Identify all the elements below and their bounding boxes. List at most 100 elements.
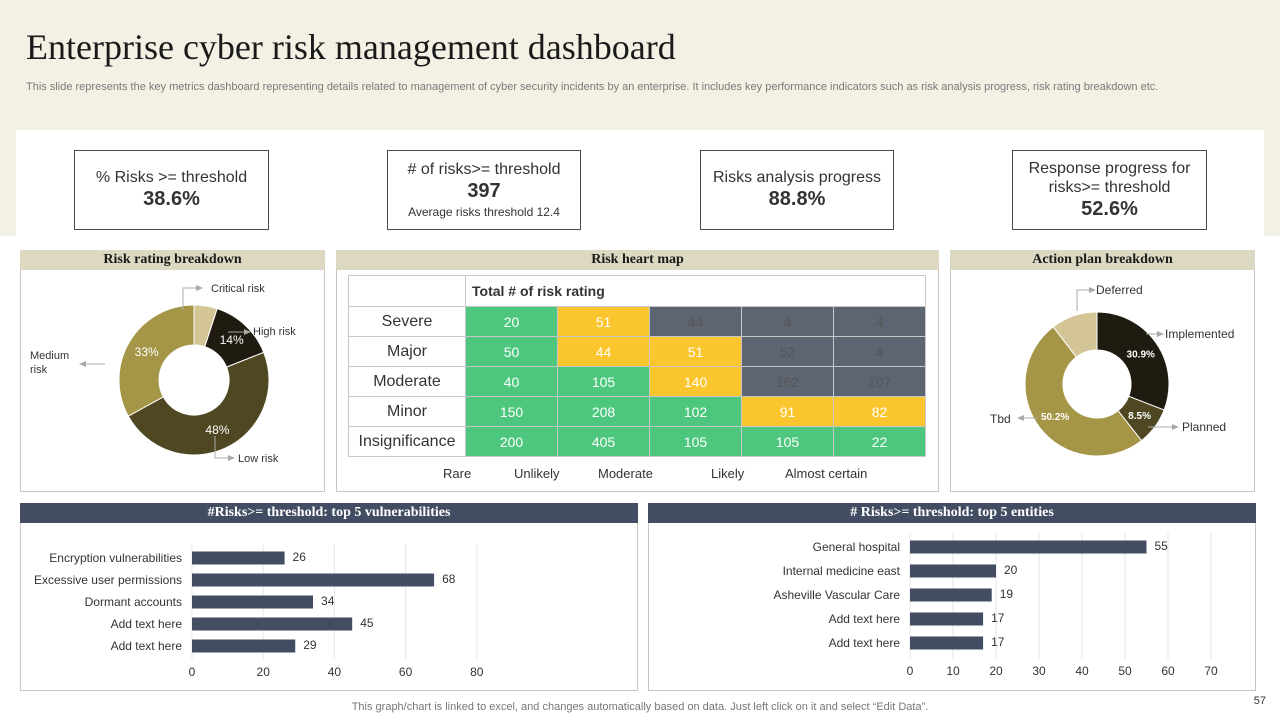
x-tick-label: 70: [1204, 664, 1218, 678]
kpi-label-line1: Response progress for: [1028, 159, 1191, 177]
bar-value-label: 20: [1004, 563, 1018, 577]
category-label: Excessive user permissions: [34, 573, 182, 587]
bar-dormant-accounts: [192, 595, 314, 609]
heat-col-label: Unlikely: [514, 466, 560, 481]
kpi-label: Risks analysis progress: [712, 169, 882, 186]
heat-cell: 22: [833, 426, 926, 457]
x-tick-label: 50: [1118, 664, 1132, 678]
category-label: Asheville Vascular Care: [774, 588, 901, 602]
category-label: Add text here: [829, 612, 901, 626]
heat-cell: 51: [557, 306, 650, 337]
kpi-value: 88.8%: [768, 188, 826, 210]
medium-risk-callout-line1: Medium: [30, 350, 69, 362]
vulnerabilities-header: #Risks>= threshold: top 5 vulnerabilitie…: [20, 503, 638, 523]
heat-header: Total # of risk rating: [465, 275, 926, 307]
bar-value-label: 17: [991, 611, 1005, 625]
heat-row-moderate: Moderate 40 105 140 162 107: [348, 366, 926, 397]
bar-general-hospital: [910, 540, 1147, 554]
donut-data-label: 48%: [205, 423, 229, 437]
kpi-value: 38.6%: [143, 188, 200, 210]
heat-cell: 105: [649, 426, 742, 457]
risk-rating-leader-lines: [84, 287, 246, 459]
category-label: Internal medicine east: [783, 564, 901, 578]
donut-slice-deferred: [1052, 311, 1098, 358]
risk-rating-donut-chart: 14% 48% 33% Critical risk High risk Low ri…: [30, 283, 296, 465]
entities-header: # Risks>= threshold: top 5 entities: [648, 503, 1256, 523]
footer-note: This graph/chart is linked to excel, and…: [351, 701, 929, 713]
heat-col-label: Moderate: [598, 466, 653, 481]
kpi-value: 52.6%: [1081, 197, 1138, 220]
risk-rating-arrowheads: [79, 285, 251, 461]
heat-row-label: Minor: [348, 396, 466, 427]
heat-row-insignificance: Insignificance 200 405 105 105 22: [348, 426, 926, 457]
bar-add-text-here: [910, 636, 984, 650]
donut-data-label: 33%: [135, 345, 159, 359]
heat-corner-cell: [348, 275, 466, 307]
x-tick-label: 20: [257, 665, 271, 679]
heat-cell: 40: [465, 366, 558, 397]
donut-data-label: 14%: [220, 333, 244, 347]
category-label: General hospital: [813, 540, 900, 554]
x-tick-label: 0: [907, 664, 914, 678]
heat-cell: 82: [833, 396, 926, 427]
kpi-risks-threshold-count: # of risks>= threshold 397 Average risks…: [387, 150, 581, 230]
kpi-label: % Risks >= threshold: [95, 169, 248, 186]
bar-add-text-here: [910, 612, 984, 626]
medium-risk-callout-line2: risk: [30, 364, 48, 376]
x-tick-label: 60: [1161, 664, 1175, 678]
heat-cell: 405: [557, 426, 650, 457]
risk-rating-slices: 14% 48% 33%: [118, 304, 270, 456]
heat-col-label: Almost certain: [785, 466, 868, 481]
heat-row-label: Insignificance: [348, 426, 466, 457]
category-label: Dormant accounts: [85, 595, 182, 609]
heat-cell: 51: [649, 336, 742, 367]
bar-value-label: 26: [293, 550, 307, 564]
bar-value-label: 55: [1155, 539, 1169, 553]
bar-value-label: 29: [303, 638, 317, 652]
action-plan-header: Action plan breakdown: [950, 250, 1255, 270]
planned-callout: Planned: [1182, 420, 1226, 434]
heat-cell: 4: [833, 306, 926, 337]
x-tick-label: 20: [989, 664, 1003, 678]
risk-heat-map-table: Total # of risk rating Severe 20 51 44 4…: [348, 275, 926, 457]
heat-row-minor: Minor 150 208 102 91 82: [348, 396, 926, 427]
heat-row-label: Major: [348, 336, 466, 367]
critical-risk-callout: Critical risk: [211, 283, 265, 295]
heat-map-header: Risk heart map: [336, 250, 939, 270]
critical-risk-leader: [182, 287, 198, 310]
tbd-callout: Tbd: [990, 412, 1011, 426]
x-tick-label: 10: [946, 664, 960, 678]
bar-value-label: 34: [321, 594, 335, 608]
kpi-sub-label: Average risks threshold 12.4: [408, 205, 560, 219]
heat-row-label: Moderate: [348, 366, 466, 397]
risk-rating-header: Risk rating breakdown: [20, 250, 325, 270]
heat-cell: 44: [649, 306, 742, 337]
heat-cell: 105: [741, 426, 834, 457]
category-label: Add text here: [111, 639, 183, 653]
vulnerabilities-panel: [20, 503, 638, 691]
heat-cell: 50: [465, 336, 558, 367]
x-tick-label: 0: [189, 665, 196, 679]
bar-add-text-here: [192, 639, 296, 653]
bar-encryption-vulnerabilities: [192, 551, 285, 565]
bar-value-label: 45: [360, 616, 374, 630]
heat-cell: 162: [741, 366, 834, 397]
donut-slice-medium-risk: [118, 304, 195, 417]
kpi-label-line2: risks>= threshold: [1048, 178, 1171, 196]
bar-add-text-here: [192, 617, 353, 631]
heat-row-severe: Severe 20 51 44 4 4: [348, 306, 926, 337]
action-plan-leader-lines: [1022, 289, 1174, 428]
heat-cell: 4: [741, 306, 834, 337]
deferred-callout: Deferred: [1096, 283, 1143, 297]
low-risk-callout: Low risk: [238, 453, 279, 465]
heat-cell: 208: [557, 396, 650, 427]
kpi-risks-threshold-pct: % Risks >= threshold 38.6%: [74, 150, 269, 230]
x-tick-label: 40: [1075, 664, 1089, 678]
heat-cell: 105: [557, 366, 650, 397]
heat-cell: 200: [465, 426, 558, 457]
bar-asheville-vascular-care: [910, 588, 992, 602]
heat-header-row: Total # of risk rating: [348, 275, 926, 307]
heat-col-label: Likely: [711, 466, 745, 481]
heat-cell: 107: [833, 366, 926, 397]
category-label: Encryption vulnerabilities: [49, 551, 182, 565]
